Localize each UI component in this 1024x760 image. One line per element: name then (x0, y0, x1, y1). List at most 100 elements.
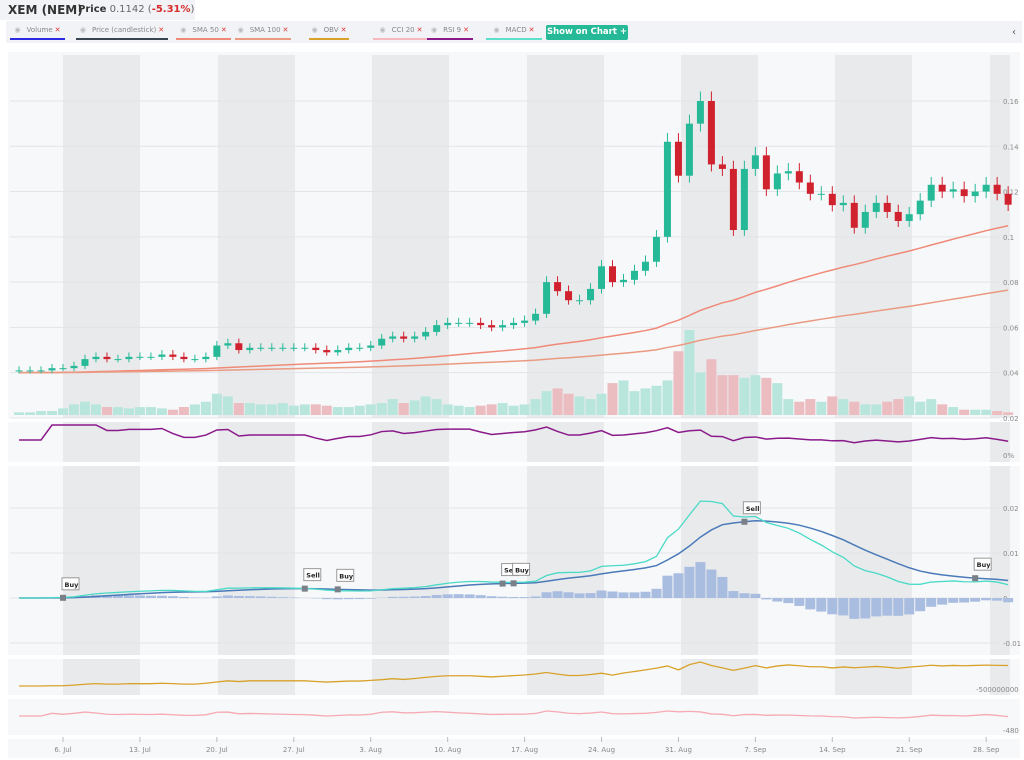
candle (718, 164, 726, 169)
candle (257, 347, 265, 349)
candle (510, 322, 518, 326)
macd-histogram-bar (497, 596, 508, 598)
show-on-chart-button[interactable]: Show on Chart + (546, 25, 628, 40)
indicator-legend: ◉ Volume ✕ ◉ Price (candlestick) ✕ ◉ SMA 50 ✕ ◉ SM… (6, 21, 1022, 43)
candle (762, 155, 770, 190)
candle (477, 322, 485, 326)
signal-label-box (303, 568, 322, 582)
macd-histogram-bar (695, 562, 706, 598)
candle (598, 266, 606, 289)
volume-bar (79, 401, 90, 415)
remove-icon[interactable]: ✕ (340, 26, 347, 34)
legend-color-bar (427, 38, 473, 40)
volume-bar (189, 404, 200, 415)
legend-item-sma-100[interactable]: ◉ SMA 100 ✕ (235, 25, 291, 40)
macd-tick: 0.01 (1003, 550, 1019, 558)
macd-histogram-bar (134, 595, 145, 598)
volume-bar (728, 375, 739, 415)
legend-label: CCI 20 (391, 26, 415, 34)
volume-bar (431, 399, 442, 415)
volume-bar (486, 404, 497, 415)
legend-item-obv[interactable]: ◉ OBV ✕ (309, 25, 349, 40)
macd-histogram-bar (442, 594, 453, 598)
candle (696, 101, 704, 124)
volume-bar (453, 405, 464, 415)
macd-histogram-bar (739, 593, 750, 598)
eye-icon[interactable]: ◉ (493, 26, 500, 34)
remove-icon[interactable]: ✕ (220, 26, 227, 34)
candle (565, 291, 573, 301)
remove-icon[interactable]: ✕ (528, 26, 535, 34)
volume-bar (167, 409, 178, 415)
price-tick: 0.1 (1003, 234, 1014, 242)
price-readout: Price 0.1142 (-5.31%) (78, 4, 194, 15)
eye-icon[interactable]: ◉ (379, 26, 386, 34)
candle (894, 211, 902, 221)
volume-bar (959, 409, 970, 415)
volume-bar (354, 405, 365, 415)
macd-histogram-bar (596, 590, 607, 598)
price-value: 0.1142 (109, 4, 145, 15)
legend-item-rsi-9[interactable]: ◉ RSI 9 ✕ (427, 25, 473, 40)
signal-marker (510, 580, 517, 587)
chevron-left-icon[interactable]: ‹ (1007, 24, 1021, 42)
volume-bar (981, 409, 992, 415)
macd-histogram-bar (860, 598, 871, 619)
volume-bar (684, 330, 695, 415)
volume-bar (288, 405, 299, 415)
remove-icon[interactable]: ✕ (54, 26, 61, 34)
legend-color-bar (373, 38, 429, 40)
volume-bar (1003, 412, 1014, 415)
remove-icon[interactable]: ✕ (282, 26, 289, 34)
eye-icon[interactable]: ◉ (14, 26, 21, 34)
volume-bar (827, 396, 838, 415)
candle (652, 236, 660, 262)
price-tick: 0.14 (1003, 143, 1019, 151)
candle (169, 354, 177, 357)
week-band (218, 55, 295, 695)
candle (839, 202, 847, 206)
legend-item-sma-50[interactable]: ◉ SMA 50 ✕ (176, 25, 231, 40)
candle (927, 184, 935, 201)
legend-item-price-candlestick-[interactable]: ◉ Price (candlestick) ✕ (76, 25, 168, 40)
volume-bar (607, 383, 618, 415)
candle (345, 347, 353, 351)
candle (828, 193, 836, 206)
signal-marker (301, 585, 308, 592)
remove-icon[interactable]: ✕ (158, 26, 165, 34)
legend-item-cci-20[interactable]: ◉ CCI 20 ✕ (373, 25, 429, 40)
macd-histogram-bar (706, 569, 717, 598)
candle (444, 322, 452, 326)
eye-icon[interactable]: ◉ (311, 26, 318, 34)
macd-histogram-bar (904, 598, 915, 615)
macd-histogram-bar (321, 598, 332, 600)
macd-histogram-bar (794, 598, 805, 606)
macd-histogram-bar (805, 598, 816, 610)
candle (817, 193, 825, 195)
eye-icon[interactable]: ◉ (79, 26, 86, 34)
volume-bar (893, 399, 904, 415)
legend-item-macd[interactable]: ◉ MACD ✕ (486, 25, 542, 40)
legend-color-bar (10, 38, 65, 40)
macd-histogram-bar (948, 598, 959, 603)
eye-icon[interactable]: ◉ (180, 26, 187, 34)
candle (334, 350, 342, 353)
remove-icon[interactable]: ✕ (416, 26, 423, 34)
signal-marker (972, 575, 979, 582)
volume-bar (816, 401, 827, 415)
macd-histogram-bar (761, 598, 772, 600)
candle (158, 354, 166, 357)
macd-histogram-bar (981, 598, 992, 601)
volume-bar (365, 404, 376, 415)
candle (246, 347, 254, 351)
candle (949, 189, 957, 192)
candle (213, 345, 221, 357)
macd-histogram-bar (926, 598, 937, 607)
remove-icon[interactable]: ✕ (463, 26, 470, 34)
eye-icon[interactable]: ◉ (430, 26, 438, 34)
eye-icon[interactable]: ◉ (237, 26, 244, 34)
x-tick-label: 21. Sep (896, 746, 923, 754)
legend-item-volume[interactable]: ◉ Volume ✕ (10, 25, 65, 40)
rsi-line (19, 424, 1009, 444)
